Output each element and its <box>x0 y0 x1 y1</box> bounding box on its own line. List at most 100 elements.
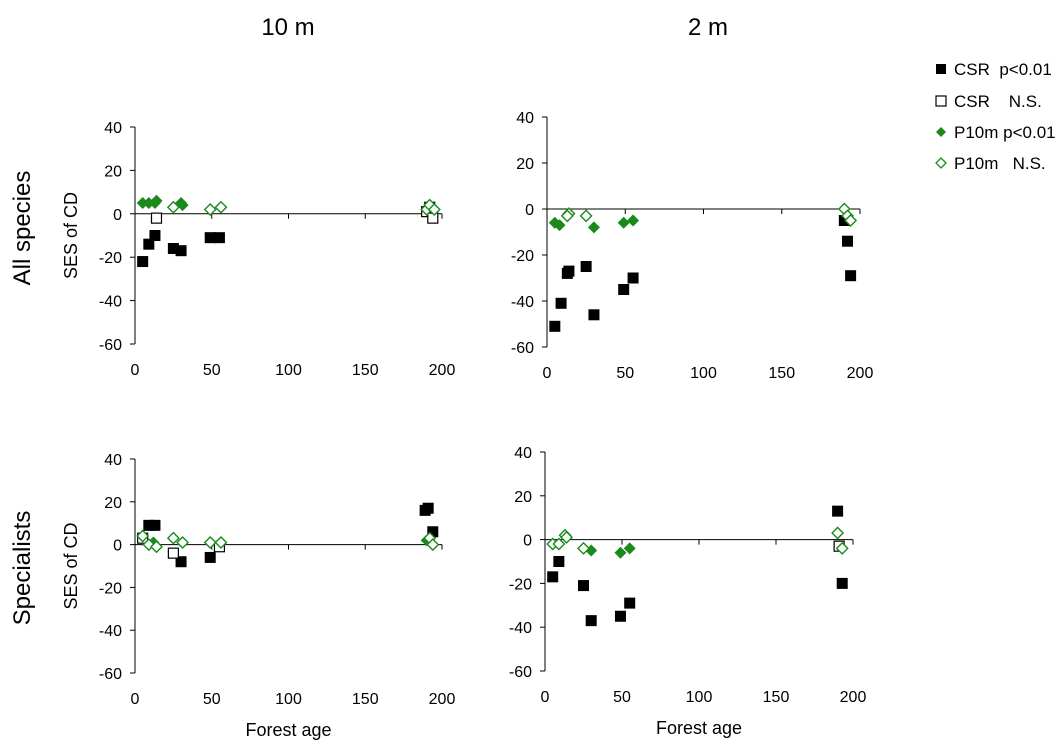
data-point-p10m-ns <box>214 200 228 214</box>
y-tick-label: -60 <box>99 666 122 683</box>
column-title-2m: 2 m <box>688 14 728 41</box>
y-tick-label: -60 <box>511 340 534 357</box>
data-point-p10m-ns <box>136 529 150 543</box>
x-tick-label: 150 <box>352 362 379 379</box>
x-tick-label: 0 <box>131 691 140 708</box>
data-point-csr-sig <box>841 235 853 247</box>
y-tick-label: -60 <box>99 337 122 354</box>
y-tick-label: 40 <box>514 445 532 462</box>
data-point-csr-sig <box>588 309 600 321</box>
y-tick-label: -40 <box>509 620 532 637</box>
data-point-p10m-sig <box>176 199 189 212</box>
y-tick-label: -60 <box>509 664 532 681</box>
data-point-csr-sig <box>578 580 589 592</box>
y-tick-label: -40 <box>511 294 534 311</box>
data-point-csr-sig <box>149 230 161 241</box>
data-point-csr-sig <box>204 232 216 244</box>
y-axis-label-specialists-10m: SES of CD <box>61 522 81 609</box>
column-title-10m: 10 m <box>261 14 314 41</box>
y-tick-label: 20 <box>104 495 122 512</box>
x-tick-label: 100 <box>275 362 302 379</box>
data-point-csr-sig <box>143 519 155 531</box>
x-tick-label: 150 <box>763 689 790 706</box>
data-point-csr-ns <box>150 212 163 224</box>
data-point-csr-ns <box>427 212 439 224</box>
legend-label-p10m-ns: P10m N.S. <box>954 154 1046 173</box>
panel-specialists-2m: -60 -40 -20 0 20 40 0 50 100 150 200 Forest age <box>509 445 867 738</box>
row-title-specialists: Specialists <box>9 511 36 626</box>
y-tick-label: 40 <box>104 452 122 469</box>
data-point-p10m-sig <box>627 214 640 227</box>
data-point-csr-sig <box>167 243 179 255</box>
data-point-csr-sig <box>585 615 597 627</box>
data-point-csr-sig <box>213 232 225 244</box>
y-tick-label: -20 <box>511 248 534 265</box>
y-tick-label: -40 <box>99 294 122 311</box>
data-point-p10m-ns <box>203 202 217 216</box>
data-point-csr-sig <box>832 505 844 517</box>
x-tick-label: 50 <box>203 691 221 708</box>
y-tick-label: 0 <box>525 202 534 219</box>
data-point-csr-sig <box>427 526 439 538</box>
x-tick-label: 0 <box>541 689 550 706</box>
data-point-csr-sig <box>624 597 636 609</box>
y-tick-label: 20 <box>516 156 534 173</box>
x-axis-label-specialists-2m: Forest age <box>656 718 742 738</box>
x-tick-label: 0 <box>131 362 140 379</box>
data-point-csr-sig <box>553 556 565 567</box>
data-point-csr-sig <box>563 265 575 277</box>
y-axis-label-all-species-10m: SES of CD <box>61 192 81 279</box>
data-point-p10m-ns <box>579 209 593 223</box>
data-point-p10m-sig <box>136 196 149 209</box>
data-point-csr-sig <box>143 238 155 250</box>
data-point-p10m-ns <box>560 209 574 223</box>
data-point-p10m-sig <box>150 194 163 207</box>
x-tick-label: 150 <box>768 365 795 382</box>
y-tick-label: -40 <box>99 623 122 640</box>
legend-marker-csr-sig <box>936 64 946 74</box>
data-point-csr-sig <box>149 519 161 531</box>
y-tick-label: 0 <box>113 207 122 224</box>
y-tick-label: 0 <box>113 538 122 555</box>
x-tick-label: 50 <box>616 365 634 382</box>
data-point-p10m-ns <box>552 537 566 551</box>
x-axis-label-specialists-10m: Forest age <box>245 720 331 740</box>
data-point-csr-sig <box>175 245 187 257</box>
data-point-p10m-ns <box>577 541 590 555</box>
data-point-csr-sig <box>547 571 559 583</box>
y-tick-label: 40 <box>516 110 534 127</box>
data-point-p10m-ns <box>166 200 180 214</box>
y-tick-label: 0 <box>523 533 532 550</box>
data-point-csr-sig <box>549 320 561 332</box>
y-tick-label: -20 <box>509 576 532 593</box>
x-tick-label: 100 <box>275 691 302 708</box>
x-tick-label: 200 <box>429 362 456 379</box>
x-tick-label: 150 <box>352 691 379 708</box>
data-point-csr-sig <box>614 610 626 622</box>
y-tick-label: -20 <box>99 580 122 597</box>
data-point-csr-sig <box>845 270 857 282</box>
y-tick-label: 20 <box>104 163 122 180</box>
data-point-p10m-sig <box>587 221 600 234</box>
data-point-p10m-ns <box>835 541 849 555</box>
data-point-p10m-ns <box>176 535 190 549</box>
x-tick-label: 0 <box>543 365 552 382</box>
legend-label-csr-ns: CSR N.S. <box>954 92 1042 111</box>
data-point-csr-sig <box>836 577 848 589</box>
data-point-p10m-ns <box>203 535 217 549</box>
x-tick-label: 100 <box>686 689 713 706</box>
data-point-csr-sig <box>175 556 187 568</box>
data-point-csr-sig <box>422 502 434 514</box>
data-point-p10m-ns <box>150 540 163 554</box>
legend-marker-p10m-sig <box>936 127 946 137</box>
row-title-all-species: All species <box>9 171 36 286</box>
x-tick-label: 200 <box>847 365 874 382</box>
panel-all-species-2m: -60 -40 -20 0 20 40 0 50 100 150 200 <box>511 110 874 382</box>
legend-label-csr-sig: CSR p<0.01 <box>954 60 1052 79</box>
data-point-p10m-sig <box>623 542 636 555</box>
data-point-p10m-ns <box>427 202 441 216</box>
legend-marker-p10m-ns <box>935 157 947 169</box>
data-point-p10m-ns <box>426 538 440 552</box>
data-point-p10m-ns <box>166 531 180 545</box>
